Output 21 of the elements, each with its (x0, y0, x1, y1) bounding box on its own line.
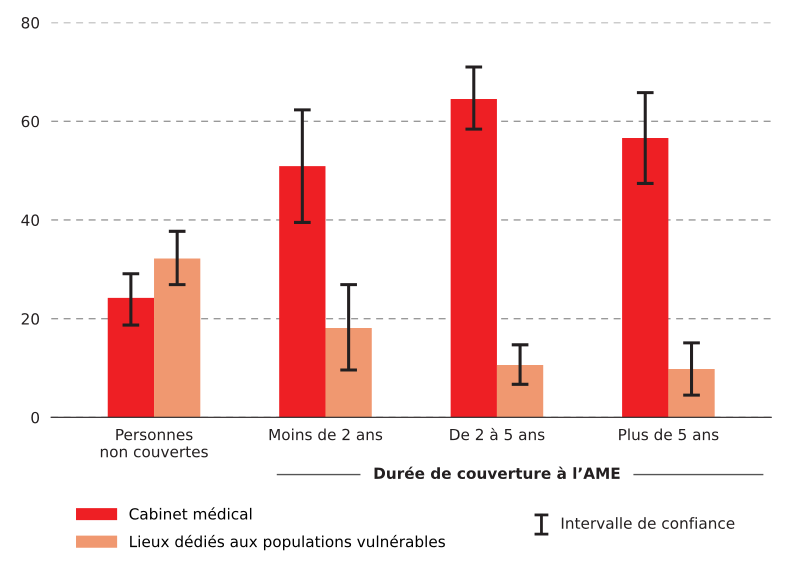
x-tick-label: Plus de 5 ans (619, 428, 718, 440)
x-tick-label: Personnes non couvertes (100, 428, 208, 458)
bar (154, 258, 200, 418)
y-tick-label: 80 (22, 17, 40, 29)
bar (325, 328, 372, 418)
legend-label: Cabinet médical (130, 507, 252, 520)
bar (279, 166, 326, 418)
bar (450, 99, 497, 418)
legend-label: Lieux dédiés aux populations vulnérables (130, 534, 445, 550)
bar (496, 365, 544, 418)
text: Intervalle de confiance (562, 517, 734, 529)
y-tick-label: 20 (22, 313, 40, 325)
bar (108, 298, 154, 418)
bar (668, 368, 715, 418)
y-tick-label: 40 (21, 214, 40, 226)
bar (622, 138, 668, 418)
x-axis-title: Durée de couverture à l’AME (374, 466, 620, 480)
y-tick-label: 60 (22, 116, 40, 128)
x-tick-label: De 2 à 5 ans (450, 428, 544, 440)
x-tick-label: Moins de 2 ans (270, 428, 382, 440)
y-tick-label: 0 (31, 412, 40, 424)
